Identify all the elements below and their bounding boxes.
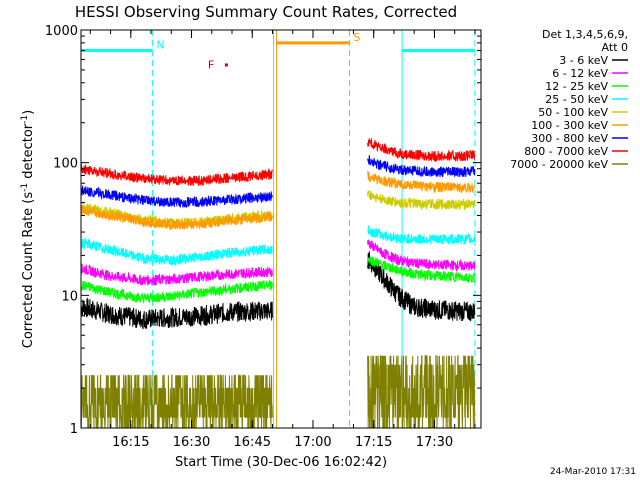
data-series	[81, 138, 476, 428]
x-tick-label: 16:30	[173, 435, 210, 450]
series-line	[81, 297, 273, 329]
series-line	[367, 154, 476, 178]
x-tick-label: 17:30	[416, 435, 453, 450]
series-7	[81, 138, 476, 186]
series-line	[81, 279, 273, 304]
series-line	[81, 374, 273, 428]
observing-intervals: N S F	[81, 30, 476, 428]
series-line	[81, 185, 273, 209]
series-line	[367, 256, 476, 283]
series-5	[81, 170, 476, 230]
legend-label: 100 - 300 keV	[531, 119, 608, 132]
y-axis-label-text: Corrected Count Rate (s	[21, 192, 36, 349]
series-3	[81, 225, 476, 267]
series-8	[81, 355, 476, 428]
plot-frame	[80, 29, 482, 429]
series-line	[81, 163, 273, 186]
x-tick-label: 17:15	[355, 435, 392, 450]
legend-header: Det 1,3,4,5,6,9,	[542, 28, 628, 41]
series-6	[81, 154, 476, 209]
legend-label: 7000 - 20000 keV	[510, 158, 608, 171]
footer-timestamp: 24-Mar-2010 17:31	[550, 467, 636, 477]
series-line	[367, 170, 476, 194]
x-axis-label: Start Time (30-Dec-06 16:02:42)	[175, 455, 387, 470]
legend-label: 25 - 50 keV	[545, 93, 608, 106]
series-line	[367, 138, 476, 163]
series-line	[81, 205, 273, 230]
flare-marker-dot	[224, 63, 228, 67]
axes: 1 10 100 1000 16:15 16:30 16:45 17:00 17:15 17:30	[45, 24, 481, 450]
y-axis-label-text-3: )	[21, 110, 36, 115]
legend-label: 12 - 25 keV	[545, 80, 608, 93]
y-tick-label: 1000	[45, 24, 78, 39]
series-line	[367, 190, 476, 211]
y-axis-label-exp-1: -1	[20, 183, 30, 192]
chart-title: HESSI Observing Summary Count Rates, Cor…	[75, 3, 457, 21]
y-axis-label: Corrected Count Rate (s-1 detector-1)	[20, 110, 36, 348]
y-axis-label-exp-2: -1	[20, 115, 30, 124]
legend-label: 300 - 800 keV	[531, 132, 608, 145]
legend-label: 800 - 7000 keV	[524, 145, 608, 158]
series-2	[81, 256, 476, 304]
legend-label: 6 - 12 keV	[552, 67, 608, 80]
series-line	[81, 236, 273, 267]
flare-marker-label: F	[208, 58, 214, 71]
legend-header: Att 0	[602, 41, 628, 54]
series-line	[367, 251, 476, 322]
series-line	[367, 225, 476, 246]
series-line	[367, 355, 476, 428]
y-tick-label: 10	[61, 289, 78, 304]
legend-label: 50 - 100 keV	[538, 106, 608, 119]
interval-label: S	[353, 31, 360, 44]
y-tick-label: 100	[53, 157, 78, 172]
y-tick-label: 1	[70, 422, 78, 437]
series-line	[367, 239, 476, 273]
x-tick-label: 16:15	[112, 435, 149, 450]
x-tick-label: 16:45	[234, 435, 271, 450]
series-1	[81, 239, 476, 287]
series-line	[81, 263, 273, 287]
x-tick-label: 17:00	[294, 435, 331, 450]
y-axis-label-text-2: detector	[21, 123, 36, 183]
interval-label: N	[156, 39, 164, 52]
legend-label: 3 - 6 keV	[559, 54, 608, 67]
series-0	[81, 251, 476, 329]
